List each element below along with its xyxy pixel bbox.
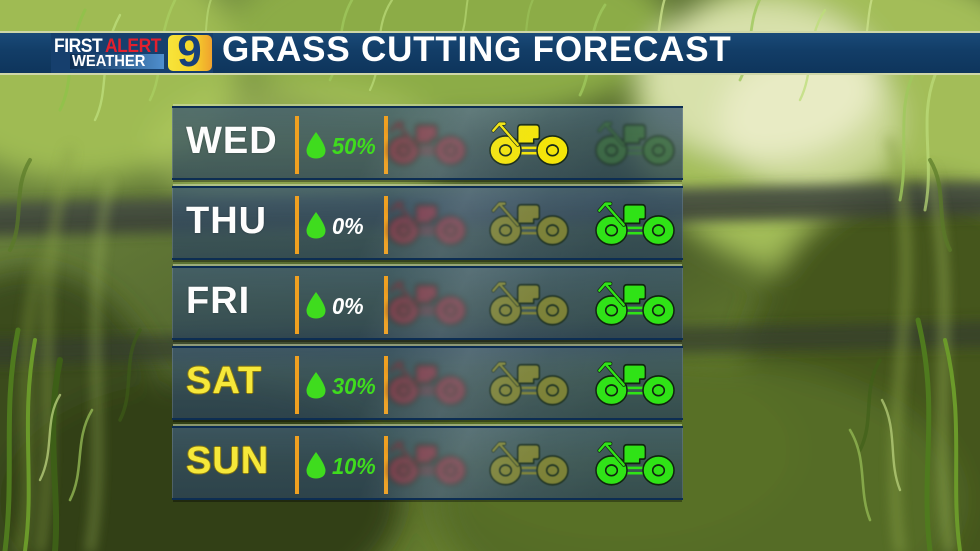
svg-text:9: 9 — [177, 35, 201, 71]
